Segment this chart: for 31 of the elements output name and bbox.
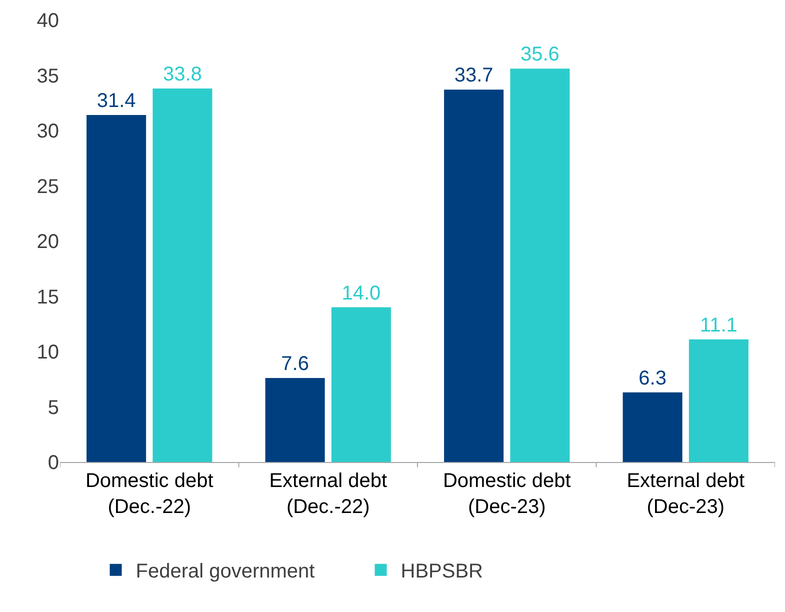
y-tick-label: 20: [36, 231, 59, 253]
y-tick-label: 25: [36, 176, 59, 198]
y-tick-label: 30: [36, 120, 59, 142]
y-tick-label: 15: [36, 286, 59, 308]
bar: [510, 68, 570, 462]
data-label: 31.4: [96, 90, 136, 112]
y-tick-label: 10: [36, 342, 59, 364]
data-label: 33.8: [162, 64, 202, 86]
bar: [688, 339, 748, 462]
data-label: 6.3: [638, 367, 666, 390]
x-tick-label: Domestic debt (Dec.-22): [85, 470, 214, 518]
data-label: 7.6: [281, 353, 309, 376]
x-tick-label: Domestic debt (Dec-23): [442, 470, 572, 518]
x-tick-label: External debt (Dec-23): [626, 470, 745, 518]
legend-label: Federal government: [136, 560, 316, 583]
bar: [622, 392, 682, 462]
x-tick-label: External debt (Dec.-22): [269, 470, 388, 518]
y-tick-label: 5: [48, 396, 59, 419]
legend-label: HBPSBR: [400, 560, 483, 583]
data-label: 35.6: [520, 44, 560, 66]
data-label: 11.1: [700, 314, 738, 336]
data-label: 14.0: [342, 282, 381, 304]
data-label: 33.7: [454, 64, 494, 87]
bar: [265, 378, 325, 462]
bar: [331, 307, 391, 462]
y-tick-label: 40: [36, 10, 59, 32]
bar: [444, 90, 504, 462]
bar: [152, 88, 212, 462]
y-tick-label: 35: [36, 65, 59, 88]
y-tick-label: 0: [48, 452, 59, 474]
bar: [86, 115, 146, 462]
